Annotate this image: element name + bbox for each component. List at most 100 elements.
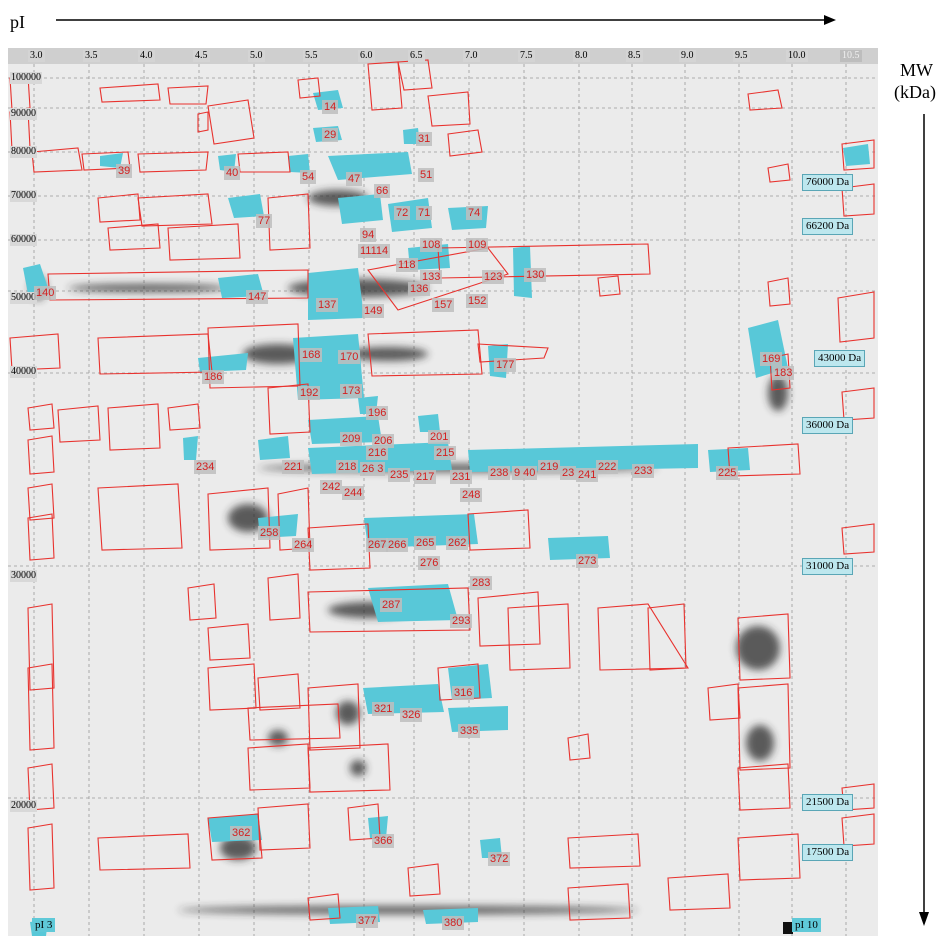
- spot-label: 23: [560, 466, 577, 480]
- spot-label: 183: [772, 366, 795, 380]
- spot-label: 137: [316, 298, 339, 312]
- spot-label: 29: [322, 128, 339, 142]
- spot-label: 169: [760, 352, 783, 366]
- mw-tick-label: 80000: [10, 146, 37, 158]
- spot-label: 177: [494, 358, 517, 372]
- spot-label: 233: [632, 464, 655, 478]
- spot-label: 264: [292, 538, 315, 552]
- spot-label: 168: [300, 348, 323, 362]
- spot-label: 152: [466, 294, 489, 308]
- spot-label: 372: [488, 852, 511, 866]
- spot-label: 147: [246, 290, 269, 304]
- mw-marker: 76000 Da: [802, 174, 854, 191]
- mw-tick-label: 90000: [10, 108, 37, 120]
- spot-label: 149: [362, 304, 385, 318]
- spot-label: 267: [366, 538, 389, 552]
- spot-label: 242: [320, 480, 343, 494]
- spot-label: 11114: [358, 244, 391, 258]
- pi-start-label: pI 3: [32, 918, 56, 932]
- pi-tick-label: 6.0: [358, 50, 375, 62]
- spot-label: 219: [538, 460, 561, 474]
- mw-axis-title-line2: (kDa): [894, 82, 936, 102]
- pi-tick-label: 3.5: [83, 50, 100, 62]
- mw-tick-label: 40000: [10, 366, 37, 378]
- spot-label: 109: [466, 238, 489, 252]
- spot-label: 196: [366, 406, 389, 420]
- spot-label: 206: [372, 434, 395, 448]
- spot-label: 335: [458, 724, 481, 738]
- mw-marker: 21500 Da: [802, 794, 854, 811]
- spot-label: 47: [346, 172, 363, 186]
- mw-tick-label: 60000: [10, 234, 37, 246]
- spot-label: 94: [360, 228, 377, 242]
- spot-label: 216: [366, 446, 389, 460]
- spot-label: 283: [470, 576, 493, 590]
- pi-tick-label: 4.5: [193, 50, 210, 62]
- spot-label: 215: [434, 446, 457, 460]
- spot-label: 136: [408, 282, 431, 296]
- mw-axis-title-line1: MW: [900, 60, 933, 80]
- mw-marker: 17500 Da: [802, 844, 854, 861]
- pi-tick-label: 10.0: [786, 50, 808, 62]
- spot-label: 366: [372, 834, 395, 848]
- mw-tick-label: 70000: [10, 190, 37, 202]
- spot-label: 258: [258, 526, 281, 540]
- spot-label: 221: [282, 460, 305, 474]
- spot-label: 222: [596, 460, 619, 474]
- spot-label: 170: [338, 350, 361, 364]
- pi-end-label: pI 10: [792, 918, 821, 932]
- mw-tick-label: 50000: [10, 292, 37, 304]
- spot-label: 321: [372, 702, 395, 716]
- spot-label: 231: [450, 470, 473, 484]
- spot-label: 316: [452, 686, 475, 700]
- spot-label: 118: [396, 258, 418, 272]
- spot-label: 39: [116, 164, 133, 178]
- spot-label: 51: [418, 168, 435, 182]
- pi-tick-label: 5.5: [303, 50, 320, 62]
- spot-label: 66: [374, 184, 391, 198]
- pi-tick-label: 6.5: [408, 50, 425, 62]
- spot-label: 130: [524, 268, 547, 282]
- spot-label: 326: [400, 708, 423, 722]
- spot-label: 217: [414, 470, 437, 484]
- spot-label: 262: [446, 536, 469, 550]
- mw-marker: 43000 Da: [814, 350, 866, 367]
- spot-label: 74: [466, 206, 483, 220]
- pi-tick-label: 10.5: [840, 50, 862, 62]
- pi-tick-label: 9.5: [733, 50, 750, 62]
- pi-tick-label: 7.0: [463, 50, 480, 62]
- spot-label: 40: [224, 166, 241, 180]
- spot-label: 276: [418, 556, 441, 570]
- spot-label: 9 40: [512, 466, 538, 480]
- spot-label: 133: [420, 270, 443, 284]
- spot-label: 377: [356, 914, 379, 928]
- spot-label: 77: [256, 214, 273, 228]
- pi-axis-arrow: [56, 15, 836, 25]
- mw-tick-label: 100000: [10, 72, 42, 84]
- mw-axis-arrow: [919, 114, 929, 926]
- spot-label: 235: [388, 468, 411, 482]
- pi-tick-label: 5.0: [248, 50, 265, 62]
- gel-image: 3.0 3.5 4.0 4.5 5.0 5.5 6.0 6.5 7.0 7.5 …: [8, 48, 878, 936]
- mw-marker: 36000 Da: [802, 417, 854, 434]
- spot-label: 238: [488, 466, 511, 480]
- spot-label: 362: [230, 826, 253, 840]
- spot-label: 380: [442, 916, 465, 930]
- spot-label: 265: [414, 536, 437, 550]
- spot-label: 72: [394, 206, 411, 220]
- spot-label: 186: [202, 370, 225, 384]
- spot-label: 225: [716, 466, 739, 480]
- pi-tick-label: 8.5: [626, 50, 643, 62]
- spot-label: 173: [340, 384, 363, 398]
- spot-label: 108: [420, 238, 443, 252]
- spot-label: 71: [416, 206, 433, 220]
- spot-label: 209: [340, 432, 363, 446]
- mw-marker: 66200 Da: [802, 218, 854, 235]
- spot-label: 26 3: [360, 462, 386, 476]
- spot-label: 273: [576, 554, 599, 568]
- spot-label: 201: [428, 430, 451, 444]
- spot-label: 241: [576, 468, 599, 482]
- pi-tick-label: 3.0: [28, 50, 45, 62]
- spot-label: 14: [322, 100, 339, 114]
- spot-label: 248: [460, 488, 483, 502]
